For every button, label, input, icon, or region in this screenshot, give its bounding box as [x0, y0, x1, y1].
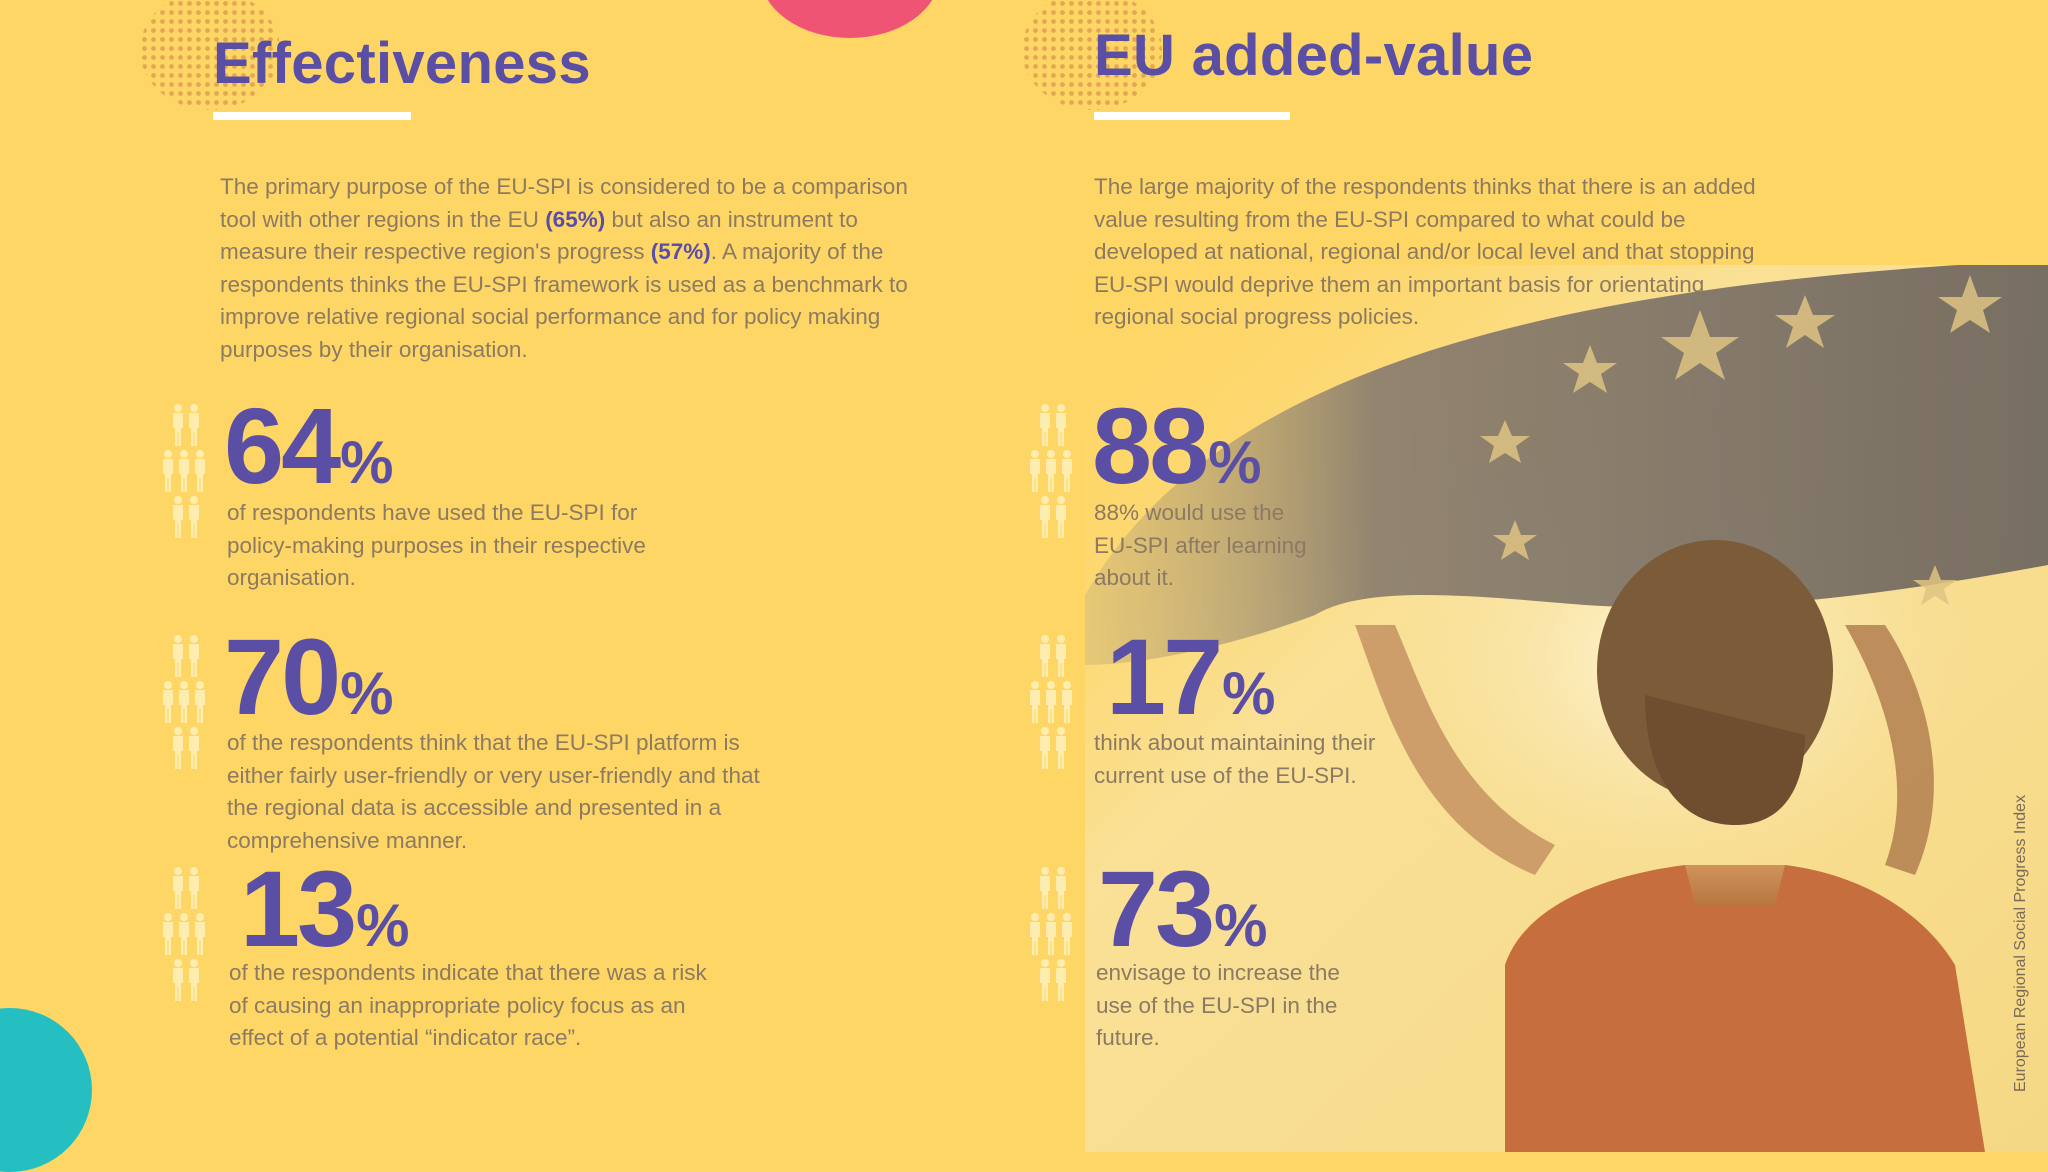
- people-group-icon: [158, 402, 230, 542]
- eu-added-value-title: EU added-value: [1094, 23, 1534, 88]
- people-group-icon: [158, 865, 230, 1005]
- stat-number: 13%: [240, 848, 410, 969]
- people-group-icon: [1025, 633, 1097, 773]
- stat-number: 70%: [224, 616, 394, 737]
- stat-number: 88%: [1092, 385, 1262, 506]
- effectiveness-title: Effectiveness: [213, 31, 591, 96]
- stat-number: 17%: [1106, 616, 1276, 737]
- stat-description: envisage to increase the use of the EU-S…: [1096, 960, 1340, 1050]
- dot-pattern-decoration: [1022, 0, 1162, 110]
- title-underline: [213, 112, 411, 120]
- side-label: European Regional Social Progress Index: [2012, 794, 2029, 1092]
- people-group-icon: [1025, 865, 1097, 1005]
- stat-description: of the respondents indicate that there w…: [229, 960, 707, 1050]
- eu-flag-photo: [1085, 265, 2048, 1152]
- dot-pattern-decoration: [140, 0, 280, 110]
- stat-description: of the respondents think that the EU-SPI…: [227, 730, 760, 853]
- eu-added-value-paragraph: The large majority of the respondents th…: [1094, 174, 1756, 329]
- people-group-icon: [1025, 402, 1097, 542]
- stat-number: 64%: [224, 385, 394, 506]
- stat-number: 73%: [1098, 848, 1268, 969]
- pink-circle-decoration: [760, 0, 940, 38]
- stat-description: 88% would use the EU-SPI after learning …: [1094, 500, 1307, 590]
- stat-description: of respondents have used the EU-SPI for …: [227, 500, 646, 590]
- stat-description: think about maintaining their current us…: [1094, 730, 1376, 788]
- teal-circle-decoration: [0, 1008, 92, 1172]
- title-underline: [1094, 112, 1290, 120]
- effectiveness-paragraph: The primary purpose of the EU-SPI is con…: [220, 174, 908, 362]
- people-group-icon: [158, 633, 230, 773]
